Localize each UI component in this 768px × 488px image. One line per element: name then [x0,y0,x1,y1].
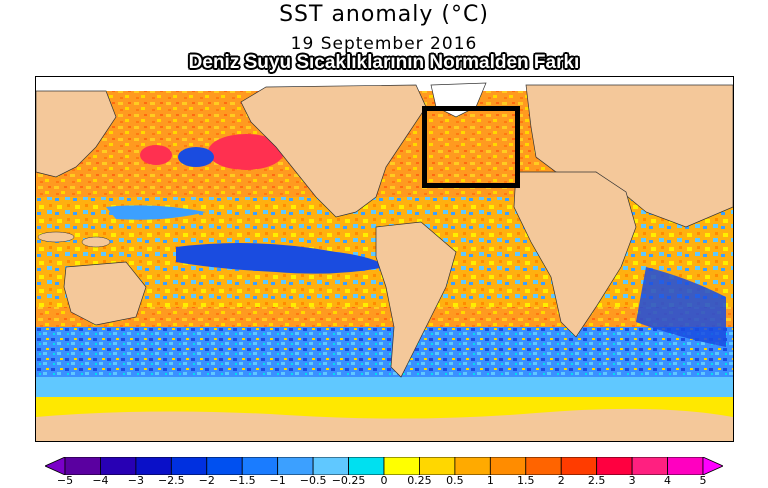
antarctica [36,408,733,441]
colorbar-swatch [419,457,456,475]
australia [63,261,147,326]
south-america [375,221,457,378]
colorbar-tick-label: 3 [628,474,636,487]
colorbar-tick-label: 2 [557,474,565,487]
colorbar-tick-label: −3 [127,474,144,487]
colorbar-tick-label: 2.5 [587,474,606,487]
overlay-caption: Deniz Suyu Sıcaklıklarının Normalden Far… [188,52,580,73]
colorbar-swatch [170,457,208,475]
colorbar-swatch [135,457,172,475]
colorbar-tick-label: −1.5 [228,474,256,487]
colorbar-tick-label: −2 [198,474,215,487]
north-pacific-warm-blob [208,134,284,170]
map-date: 19 September 2016 [290,34,478,54]
map-canvas [36,77,733,441]
colorbar-swatch [312,457,349,475]
sst-anomaly-map [35,76,734,442]
north-pacific-cool-band [106,205,206,220]
highlight-box [422,106,520,188]
africa [513,171,637,338]
colorbar-swatch [64,457,101,475]
colorbar-swatch [525,457,562,475]
colorbar-swatch [596,457,633,475]
colorbar-high-arrow [702,457,723,475]
kuroshio-warm-spot [140,145,172,165]
colorbar-tick-label: −0.5 [299,474,327,487]
colorbar [45,457,723,475]
colorbar-tick-label: −5 [56,474,74,487]
colorbar-swatch [348,457,385,475]
colorbar-swatch [241,457,279,475]
colorbar-tick-label: −4 [92,474,109,487]
colorbar-tick-label: 1.5 [517,474,535,487]
colorbar-tick-label: 5 [699,474,707,487]
colorbar-tick-label: −0.25 [331,474,366,487]
colorbar-tick-label: 0.25 [407,474,432,487]
indian-ocean-cool-anomaly [636,267,726,347]
colorbar-swatch [206,457,243,475]
colorbar-tick-label: 0.5 [446,474,464,487]
colorbar-swatch [560,457,598,475]
equatorial-pacific-anomaly [176,243,386,274]
north-pacific-cool-spot [178,147,214,167]
colorbar-tick-label: −2.5 [157,474,185,487]
colorbar-tick-label: 0 [380,474,388,487]
indonesia-islands [37,231,75,243]
colorbar-ticks: −5 −4 −3 −2.5 −2 −1.5 −1 −0.5 −0.25 0 0.25 0.5 1 1.5 2… [0,474,768,488]
colorbar-swatch [277,457,314,475]
colorbar-swatch [667,457,704,475]
colorbar-low-arrow [45,457,66,475]
colorbar-tick-label: 4 [664,474,672,487]
colorbar-swatch [489,457,527,475]
new-guinea [81,236,111,248]
colorbar-swatch [631,457,668,475]
map-title: SST anomaly (°C) [279,2,489,27]
east-asia [36,90,117,178]
colorbar-swatch [454,457,491,475]
colorbar-swatch [100,457,137,475]
colorbar-tick-label: 1 [486,474,494,487]
colorbar-swatch [383,457,420,475]
colorbar-tick-label: −1 [269,474,286,487]
